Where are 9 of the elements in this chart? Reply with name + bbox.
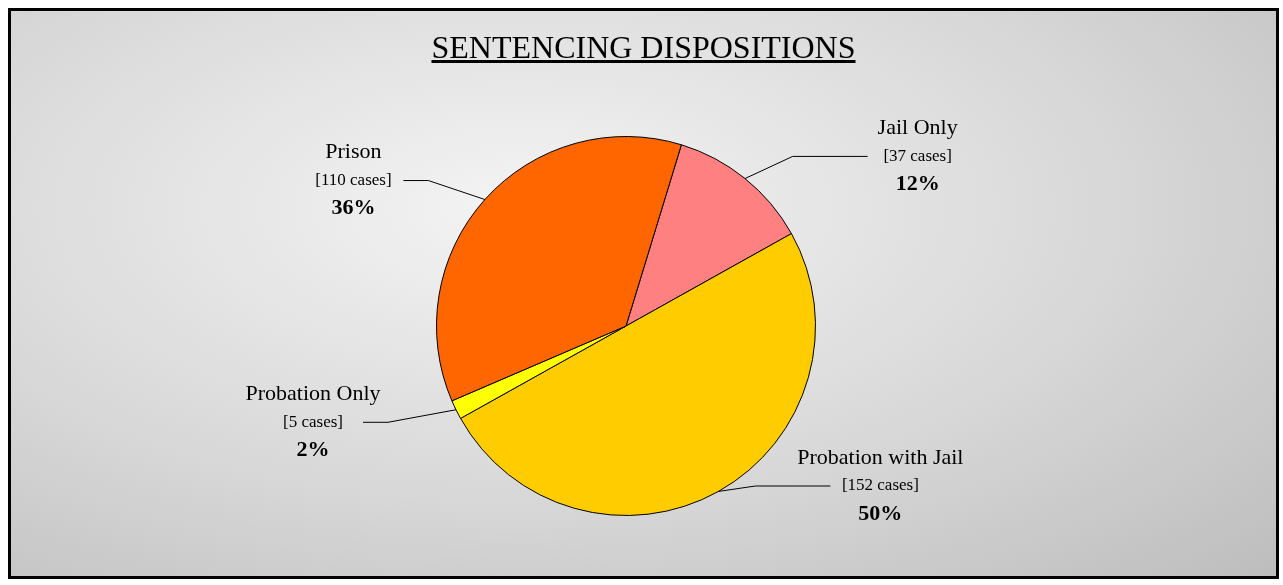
data-label: [152 cases] 50% <box>841 475 919 525</box>
slice-label: Probation Only <box>245 380 381 406</box>
data-label: [5 cases] 2% <box>283 411 343 461</box>
data-label: [37 cases] 12% <box>883 145 952 196</box>
data-label: [110 cases] 36% <box>315 170 392 220</box>
slice-label: Prison <box>325 138 382 164</box>
slice-label: Jail Only <box>877 114 958 140</box>
slice-label: Probation with Jail <box>797 443 964 469</box>
chart-title: SENTENCING DISPOSITIONS <box>430 29 857 66</box>
